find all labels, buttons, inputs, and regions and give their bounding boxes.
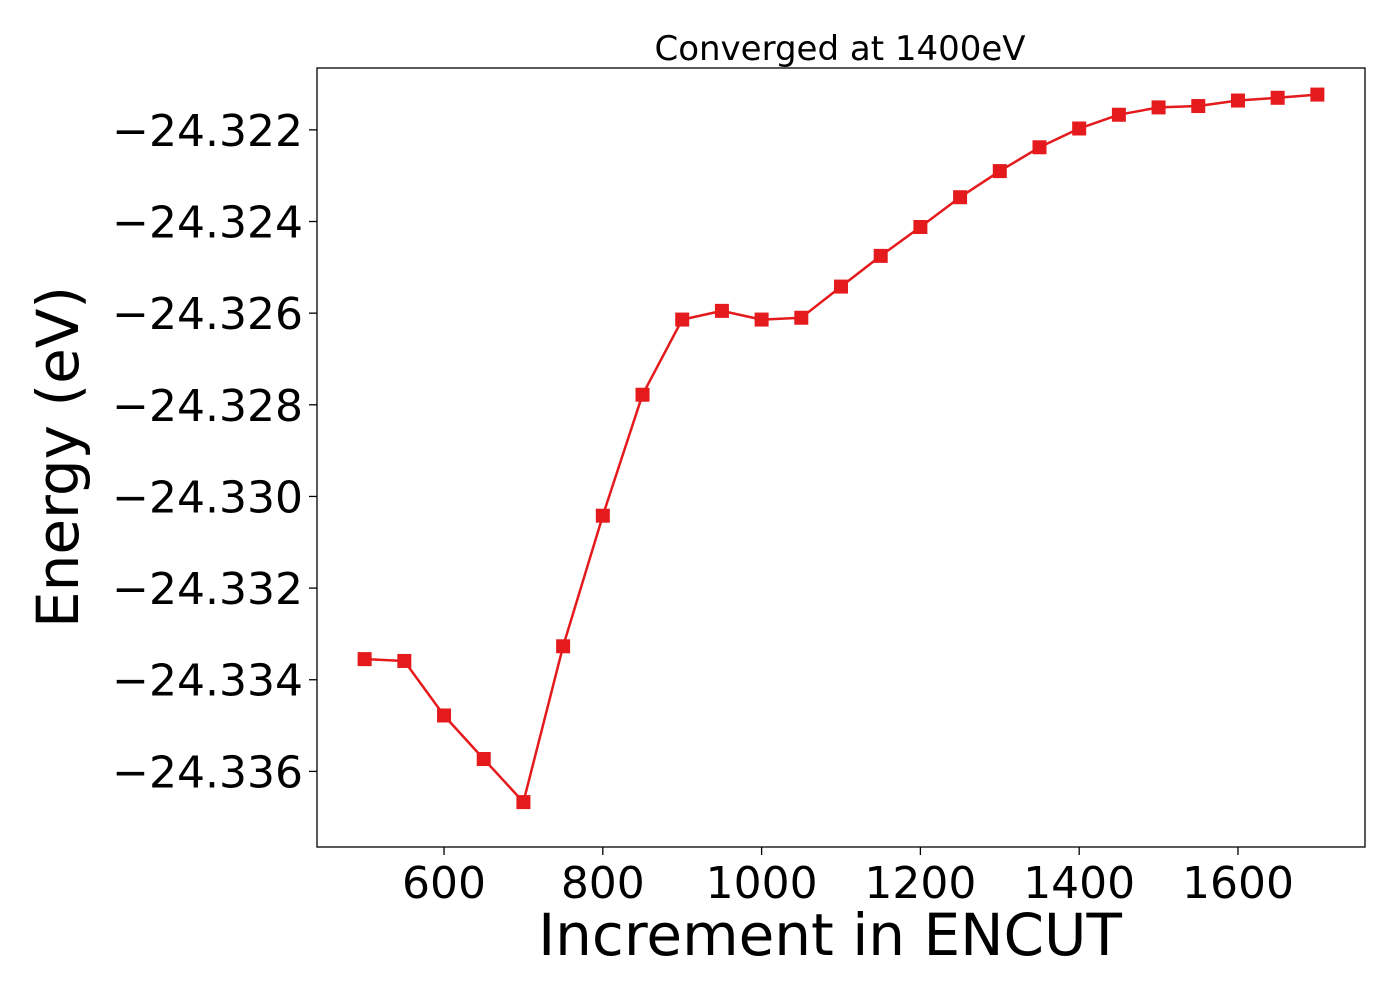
data-point-marker — [1191, 99, 1206, 114]
data-point-marker — [635, 387, 650, 402]
y-tick-label: −24.322 — [112, 106, 303, 157]
y-tick-label: −24.336 — [112, 747, 303, 798]
x-tick-label: 1000 — [706, 858, 818, 909]
data-point-marker — [794, 310, 809, 325]
data-point-marker — [834, 279, 848, 294]
data-point-marker — [357, 652, 372, 667]
x-tick-label: 800 — [561, 858, 645, 909]
y-tick-label: −24.330 — [112, 472, 303, 523]
data-point-marker — [595, 508, 610, 523]
data-point-marker — [714, 303, 729, 318]
data-point-marker — [516, 795, 531, 810]
data-point-marker — [1032, 140, 1047, 155]
data-point-marker — [476, 752, 491, 767]
series-layer — [357, 87, 1325, 810]
data-point-marker — [397, 653, 412, 668]
y-tick-label: −24.332 — [112, 564, 303, 615]
data-point-marker — [437, 708, 452, 723]
x-tick-label: 600 — [402, 858, 486, 909]
data-point-marker — [992, 164, 1007, 179]
x-axis-label: Increment in ENCUT — [538, 901, 1122, 969]
data-point-marker — [1111, 107, 1126, 122]
x-tick-label: 1200 — [864, 858, 976, 909]
y-tick-label: −24.328 — [112, 381, 303, 432]
data-point-marker — [873, 248, 888, 263]
data-point-marker — [1310, 87, 1325, 102]
x-tick-label: 1400 — [1023, 858, 1135, 909]
data-point-marker — [675, 312, 690, 327]
data-point-marker — [1072, 121, 1087, 136]
axis-ticks: 600 800 1000 1200 1400 1600 −24.322 −24.324 −24.… — [112, 106, 1294, 909]
chart-title: Converged at 1400eV — [654, 29, 1025, 69]
y-axis-label: Energy (eV) — [24, 286, 92, 628]
x-tick-label: 1600 — [1182, 858, 1294, 909]
data-point-marker — [1270, 90, 1285, 105]
data-point-marker — [556, 639, 571, 654]
data-point-marker — [913, 220, 928, 235]
data-point-marker — [754, 312, 769, 327]
data-point-marker — [953, 190, 968, 205]
y-tick-label: −24.334 — [112, 656, 303, 707]
y-tick-label: −24.324 — [112, 198, 303, 249]
data-point-marker — [1151, 100, 1166, 115]
plot-frame — [316, 67, 1366, 848]
y-tick-label: −24.326 — [112, 289, 303, 340]
data-point-marker — [1230, 93, 1245, 108]
series-line — [364, 93, 1318, 804]
